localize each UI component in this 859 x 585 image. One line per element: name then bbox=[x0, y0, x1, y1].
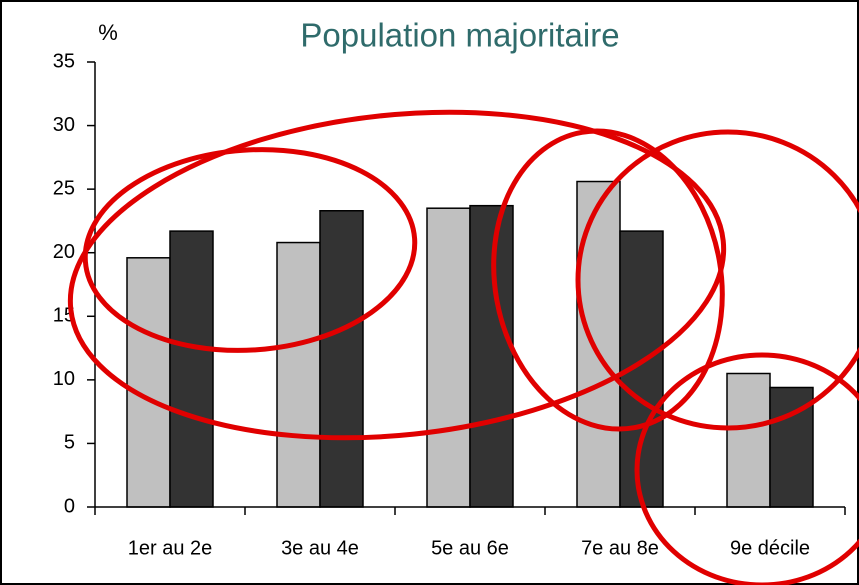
bar bbox=[169, 230, 214, 508]
annotation-ellipse bbox=[491, 128, 725, 432]
annotation-ellipse bbox=[575, 129, 859, 431]
y-tick-label: 0 bbox=[64, 495, 75, 517]
x-tick-label: 1er au 2e bbox=[128, 537, 213, 559]
y-tick-label: 10 bbox=[53, 368, 75, 390]
y-tick-label: 5 bbox=[64, 432, 75, 454]
annotation-ellipse bbox=[82, 147, 418, 353]
x-tick-label: 3e au 4e bbox=[281, 537, 359, 559]
y-tick-label: 25 bbox=[53, 177, 75, 199]
bar bbox=[469, 204, 514, 508]
x-tick-label: 7e au 8e bbox=[581, 537, 659, 559]
bar bbox=[576, 180, 621, 508]
bar bbox=[426, 207, 471, 508]
bar bbox=[726, 372, 771, 508]
y-axis-label: % bbox=[98, 20, 118, 45]
bar bbox=[319, 210, 364, 508]
y-tick-label: 20 bbox=[53, 241, 75, 263]
plot: 1er au 2e 3e au 4e 5e au 6e 7e au 8e 9e déci… bbox=[53, 50, 846, 559]
chart-title: Population majoritaire bbox=[300, 17, 619, 54]
x-tick-label: 5e au 6e bbox=[431, 537, 509, 559]
y-tick-label: 35 bbox=[53, 50, 75, 72]
annotation-ellipse bbox=[67, 109, 727, 441]
y-tick-label: 30 bbox=[53, 114, 75, 136]
x-tick-label: 9e décile bbox=[730, 537, 810, 559]
bar bbox=[126, 257, 171, 508]
annotation-ellipse bbox=[634, 352, 859, 585]
bar bbox=[276, 241, 321, 508]
annotations bbox=[67, 109, 859, 585]
